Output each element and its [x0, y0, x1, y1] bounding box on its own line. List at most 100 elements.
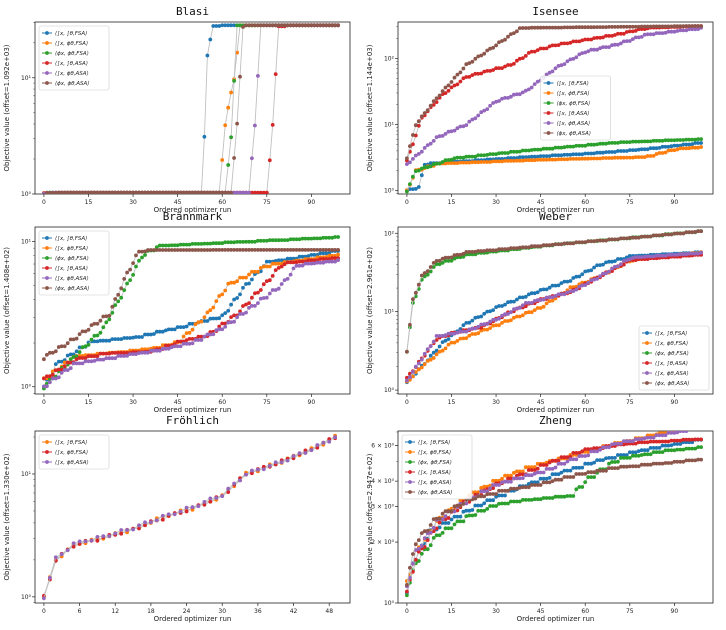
data-point — [636, 453, 641, 458]
data-point — [470, 73, 475, 77]
data-point — [330, 23, 335, 28]
data-point — [580, 51, 585, 55]
data-point — [556, 494, 561, 499]
data-point — [619, 41, 623, 46]
legend-marker — [645, 351, 649, 355]
data-point — [503, 501, 507, 506]
data-point — [663, 443, 668, 448]
data-point — [455, 339, 460, 343]
data-point — [497, 483, 501, 487]
data-point — [229, 320, 234, 325]
data-point — [128, 336, 133, 340]
data-point — [681, 24, 686, 29]
data-point — [95, 535, 100, 539]
data-point — [669, 144, 674, 149]
data-point — [488, 309, 492, 314]
data-point — [143, 520, 147, 525]
data-point — [217, 248, 222, 252]
data-point — [678, 146, 683, 151]
data-point — [74, 361, 79, 366]
data-point — [452, 83, 457, 88]
data-point — [577, 284, 582, 289]
data-point — [333, 256, 337, 260]
data-point — [405, 189, 409, 194]
data-point — [149, 248, 153, 252]
data-point — [92, 321, 97, 326]
data-point — [630, 235, 635, 240]
data-point — [648, 435, 653, 440]
data-point — [595, 458, 599, 462]
data-point — [303, 248, 308, 252]
data-point — [535, 306, 540, 310]
legend-marker — [645, 371, 649, 375]
data-point — [279, 23, 284, 28]
data-point — [422, 536, 427, 540]
data-point — [550, 467, 555, 471]
data-point — [416, 361, 421, 366]
data-point — [488, 157, 492, 162]
data-point — [300, 236, 305, 241]
data-point — [476, 71, 481, 76]
data-point — [535, 497, 540, 502]
data-point — [678, 231, 683, 236]
data-point — [279, 258, 284, 263]
data-point — [229, 302, 234, 307]
data-point — [568, 468, 573, 473]
data-point — [247, 272, 251, 277]
data-point — [571, 39, 576, 44]
data-point — [506, 479, 510, 484]
data-point — [506, 473, 510, 478]
data-point — [684, 137, 689, 142]
data-point — [574, 465, 579, 470]
data-point — [494, 494, 498, 499]
data-point — [616, 264, 620, 269]
data-point — [538, 298, 543, 302]
data-point — [476, 153, 481, 158]
data-point — [184, 248, 189, 252]
data-point — [267, 278, 272, 283]
data-point — [443, 526, 448, 531]
data-point — [464, 514, 469, 518]
data-point — [294, 248, 299, 252]
legend: ⟨∫x, ∫θ,FSA⟩⟨∫x, ϕθ,FSA⟩⟨ϕx, ϕθ,FSA⟩⟨∫x,… — [38, 25, 110, 91]
data-point — [452, 128, 457, 133]
data-point — [517, 314, 522, 319]
data-point — [157, 190, 162, 194]
data-point — [651, 254, 656, 259]
legend-box — [38, 434, 110, 470]
data-point — [699, 24, 703, 28]
data-point — [621, 236, 626, 241]
data-point — [321, 251, 326, 256]
x-tick-label: 30 — [129, 399, 137, 406]
data-point — [229, 190, 233, 194]
data-point — [627, 24, 632, 29]
data-point — [318, 248, 323, 252]
data-point — [270, 274, 275, 278]
data-point — [669, 253, 674, 257]
data-point — [598, 35, 602, 40]
legend-marker — [546, 111, 551, 115]
data-point — [42, 384, 46, 389]
data-point — [45, 352, 49, 357]
data-point — [452, 253, 457, 258]
data-point — [601, 262, 605, 267]
data-point — [660, 443, 665, 448]
data-point — [556, 64, 561, 68]
data-point — [675, 447, 680, 452]
data-point — [696, 27, 700, 31]
legend-entry: ⟨ϕx, ϕθ,FSA⟩ — [557, 100, 591, 107]
data-point — [696, 437, 700, 442]
data-point — [550, 295, 555, 300]
data-point — [529, 148, 534, 152]
data-point — [601, 468, 605, 473]
data-point — [267, 23, 272, 28]
data-point — [604, 445, 608, 450]
data-point — [294, 23, 299, 28]
data-point — [509, 479, 513, 484]
data-point — [559, 63, 564, 68]
y-tick-label: 10⁰ — [384, 600, 395, 607]
data-point — [452, 340, 457, 345]
data-point — [461, 329, 466, 334]
data-point — [485, 248, 490, 253]
data-point — [678, 459, 683, 464]
